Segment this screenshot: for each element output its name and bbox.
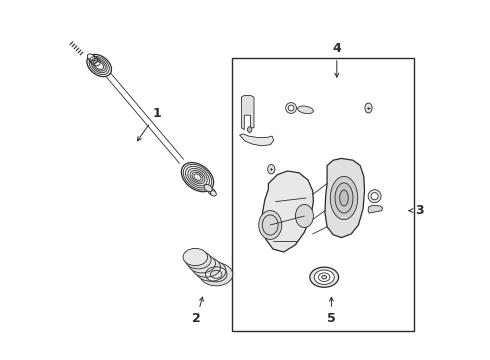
Ellipse shape bbox=[295, 204, 314, 228]
Ellipse shape bbox=[335, 183, 353, 213]
Text: 5: 5 bbox=[327, 297, 336, 325]
Polygon shape bbox=[368, 205, 383, 213]
Polygon shape bbox=[325, 158, 365, 238]
Ellipse shape bbox=[310, 267, 339, 287]
Text: 2: 2 bbox=[192, 297, 203, 325]
Polygon shape bbox=[240, 134, 274, 146]
Ellipse shape bbox=[204, 184, 212, 192]
Text: 1: 1 bbox=[137, 107, 161, 141]
Circle shape bbox=[371, 193, 378, 200]
Text: 4: 4 bbox=[332, 42, 341, 77]
Bar bbox=[232, 58, 414, 331]
Circle shape bbox=[288, 105, 294, 111]
Ellipse shape bbox=[268, 165, 275, 174]
Ellipse shape bbox=[199, 263, 233, 286]
Ellipse shape bbox=[87, 54, 112, 77]
Ellipse shape bbox=[196, 260, 226, 281]
Ellipse shape bbox=[183, 248, 208, 266]
Ellipse shape bbox=[88, 55, 98, 63]
Ellipse shape bbox=[321, 275, 327, 279]
Ellipse shape bbox=[208, 188, 215, 195]
Circle shape bbox=[286, 103, 296, 113]
Polygon shape bbox=[242, 95, 254, 130]
Ellipse shape bbox=[210, 190, 216, 196]
Ellipse shape bbox=[89, 56, 100, 66]
Ellipse shape bbox=[259, 211, 282, 239]
Ellipse shape bbox=[181, 162, 214, 192]
Polygon shape bbox=[262, 171, 314, 252]
Ellipse shape bbox=[192, 257, 220, 277]
Ellipse shape bbox=[314, 270, 334, 284]
Ellipse shape bbox=[297, 106, 313, 114]
Ellipse shape bbox=[340, 190, 348, 206]
Ellipse shape bbox=[247, 127, 252, 132]
Ellipse shape bbox=[365, 103, 372, 113]
Ellipse shape bbox=[188, 254, 216, 273]
Circle shape bbox=[368, 190, 381, 203]
Ellipse shape bbox=[185, 251, 211, 269]
Ellipse shape bbox=[87, 54, 95, 61]
Ellipse shape bbox=[330, 176, 358, 220]
Text: 3: 3 bbox=[409, 204, 424, 217]
